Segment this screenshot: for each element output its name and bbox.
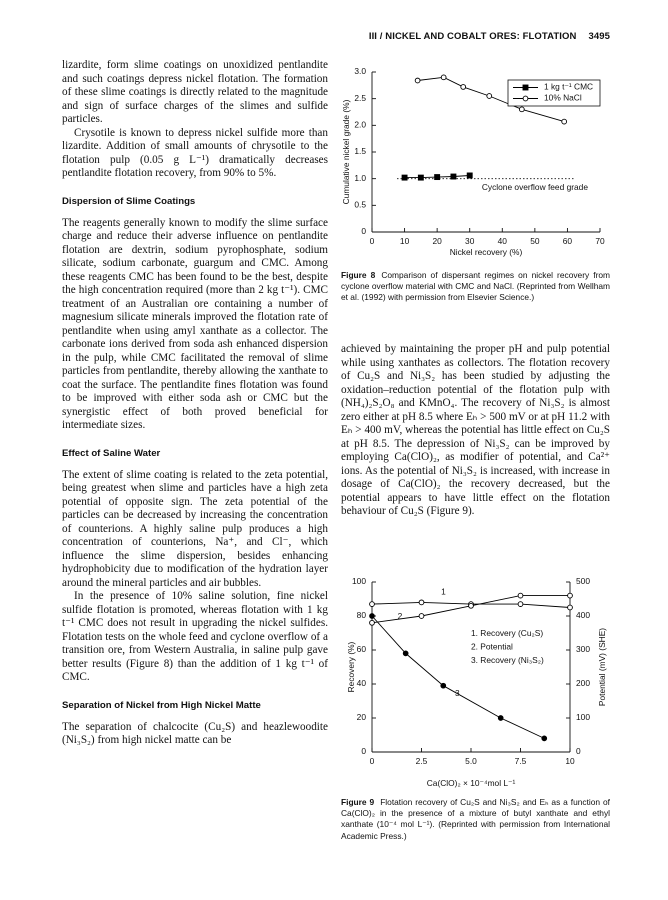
data-point xyxy=(466,172,473,179)
y-tick-label: 2.0 xyxy=(354,120,366,130)
legend-marker xyxy=(522,84,529,91)
data-point xyxy=(418,613,425,619)
data-point xyxy=(541,735,548,742)
x-tick-label: 10 xyxy=(565,756,575,766)
paragraph: lizardite, form slime coatings on unoxid… xyxy=(62,59,328,125)
paragraph: In the presence of 10% saline solution, … xyxy=(62,590,328,683)
y-tick-label: 100 xyxy=(352,576,366,586)
y2-tick-label: 200 xyxy=(576,678,590,688)
x-tick-label: 2.5 xyxy=(416,756,428,766)
y2-tick-label: 0 xyxy=(576,746,581,756)
data-point xyxy=(518,106,525,113)
data-point xyxy=(517,592,524,599)
curve-label: 1 xyxy=(441,587,446,597)
reference-label: Cyclone overflow feed grade xyxy=(482,182,588,192)
y2-tick-label: 100 xyxy=(576,712,590,722)
paragraph: The extent of slime coating is related t… xyxy=(62,468,328,589)
x-tick-label: 40 xyxy=(498,236,508,246)
legend-entry: 1. Recovery (Cu₂S) xyxy=(471,628,543,638)
data-point xyxy=(440,682,447,689)
legend-marker xyxy=(522,95,529,102)
legend-entry: 3. Recovery (Ni₃S₂) xyxy=(471,655,544,665)
data-point xyxy=(418,599,425,606)
y-tick-label: 0 xyxy=(361,226,366,236)
data-point xyxy=(450,173,457,180)
data-point xyxy=(369,619,375,626)
y-tick-label: 20 xyxy=(357,712,367,722)
figure-label: Figure 9 xyxy=(341,797,375,807)
data-point xyxy=(417,174,424,181)
data-point xyxy=(434,174,441,181)
x-tick-label: 30 xyxy=(465,236,475,246)
x-axis-label: Nickel recovery (%) xyxy=(450,247,523,257)
data-point xyxy=(440,74,447,81)
data-point xyxy=(402,650,409,657)
x-tick-label: 7.5 xyxy=(515,756,527,766)
y-tick-label: 0 xyxy=(361,746,366,756)
page-number: 3495 xyxy=(588,31,610,42)
curve-label: 2 xyxy=(398,611,403,621)
legend-box xyxy=(507,79,601,107)
x-tick-label: 70 xyxy=(595,236,605,246)
y-tick-label: 60 xyxy=(357,644,367,654)
caption-text: Comparison of dispersant regimes on nick… xyxy=(341,270,610,303)
data-point xyxy=(561,118,568,125)
caption-text: Flotation recovery of Cu₂S and Ni₃S₂ and… xyxy=(341,797,611,841)
x-tick-label: 5.0 xyxy=(465,756,477,766)
y-tick-label: 2.5 xyxy=(354,93,366,103)
data-point xyxy=(414,77,421,84)
y-axis-label: Cumulative nickel grade (%) xyxy=(341,99,351,204)
y-tick-label: 3.0 xyxy=(354,66,366,76)
x-tick-label: 20 xyxy=(432,236,442,246)
y2-tick-label: 300 xyxy=(576,644,590,654)
running-header: III / NICKEL AND COBALT ORES: FLOTATION 3… xyxy=(369,31,610,42)
data-point xyxy=(460,84,467,90)
data-point xyxy=(567,604,573,611)
y-tick-label: 1.5 xyxy=(354,146,366,156)
legend-entry: 1 kg t⁻¹ CMC xyxy=(544,82,593,92)
paragraph: The reagents generally known to modify t… xyxy=(62,216,328,432)
data-point xyxy=(401,174,408,181)
paragraph: achieved by maintaining the proper pH an… xyxy=(341,343,610,517)
figure-caption: Figure 9 Flotation recovery of Cu₂S and N… xyxy=(341,797,610,842)
left-column: lizardite, form slime coatings on unoxid… xyxy=(62,59,328,748)
paragraph: Crysotile is known to depress nickel sul… xyxy=(62,126,328,180)
y2-tick-label: 400 xyxy=(576,610,590,620)
section-heading: Dispersion of Slime Coatings xyxy=(62,195,196,207)
x-tick-label: 50 xyxy=(530,236,540,246)
y2-tick-label: 500 xyxy=(576,576,590,586)
y-tick-label: 1.0 xyxy=(354,173,366,183)
y-tick-label: 0.5 xyxy=(354,200,366,210)
y-tick-label: 40 xyxy=(357,678,367,688)
x-tick-label: 0 xyxy=(370,756,375,766)
figure-label: Figure 8 xyxy=(341,270,376,280)
x-tick-label: 10 xyxy=(400,236,410,246)
data-point xyxy=(369,601,375,607)
data-point xyxy=(567,592,573,599)
data-point xyxy=(517,601,524,607)
data-point xyxy=(369,613,375,619)
figure-caption: Figure 8 Comparison of dispersant regimes… xyxy=(341,270,610,304)
running-title: III / NICKEL AND COBALT ORES: FLOTATION xyxy=(368,31,577,42)
x-axis-label: Ca(ClO)₂ × 10⁻⁴mol L⁻¹ xyxy=(427,778,516,788)
y-axis-label: Recovery (%) xyxy=(346,641,356,692)
data-point xyxy=(468,602,474,609)
legend-entry: 10% NaCl xyxy=(544,93,582,103)
section-heading: Effect of Saline Water xyxy=(62,447,161,459)
data-point xyxy=(497,715,504,721)
legend-entry: 2. Potential xyxy=(471,642,513,652)
series-line xyxy=(417,76,565,123)
section-heading: Separation of Nickel from High Nickel Ma… xyxy=(62,699,261,711)
right-column: achieved by maintaining the proper pH an… xyxy=(341,343,610,519)
paragraph: The separation of chalcocite (Cu₂S) and … xyxy=(62,720,328,747)
curve-label: 3 xyxy=(455,688,460,698)
x-tick-label: 60 xyxy=(563,236,573,246)
y-tick-label: 80 xyxy=(357,610,367,620)
data-point xyxy=(486,93,493,99)
y2-axis-label: Potential (mV) (SHE) xyxy=(597,628,607,706)
x-tick-label: 0 xyxy=(370,236,375,246)
